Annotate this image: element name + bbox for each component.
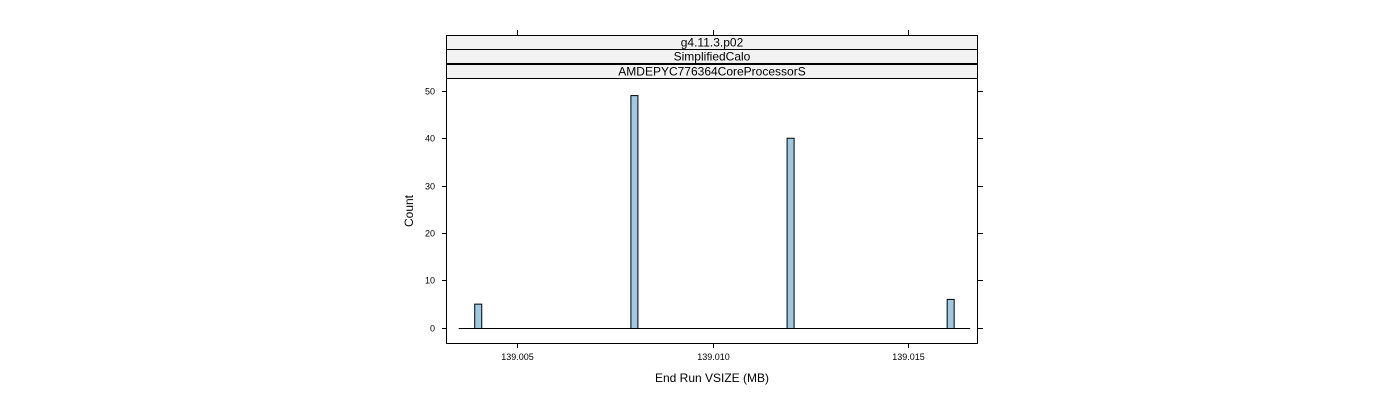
strip-panel: g4.11.3.p02 SimplifiedCalo AMDEPYC776364… [446, 35, 978, 79]
y-tick-label: 20 [425, 229, 435, 239]
histogram-bar [474, 303, 483, 329]
strip-2-box [446, 49, 978, 64]
x-axis-ticks: 139.005 139.010 139.015 [501, 30, 925, 362]
x-tick-label: 139.010 [697, 352, 730, 362]
y-tick-label: 0 [430, 324, 435, 334]
x-tick-label: 139.015 [892, 352, 925, 362]
y-axis-ticks: 0 10 20 30 40 50 [425, 87, 983, 334]
strip-3-label: AMDEPYC776364CoreProcessorS [618, 65, 805, 79]
strip-1-label: g4.11.3.p02 [681, 36, 744, 50]
y-tick-label: 10 [425, 276, 435, 286]
histogram-bar [946, 298, 955, 329]
histogram-bar [786, 137, 795, 329]
strip-2-label: SimplifiedCalo [674, 50, 751, 64]
histogram-bar [630, 95, 639, 329]
x-axis-title: End Run VSIZE (MB) [655, 371, 769, 385]
y-tick-label: 40 [425, 134, 435, 144]
y-axis-title: Count [402, 194, 416, 227]
histogram-bars [458, 95, 971, 329]
y-tick-label: 30 [425, 182, 435, 192]
y-tick-label: 50 [425, 87, 435, 97]
plot-frame [446, 78, 978, 344]
x-tick-label: 139.005 [501, 352, 534, 362]
